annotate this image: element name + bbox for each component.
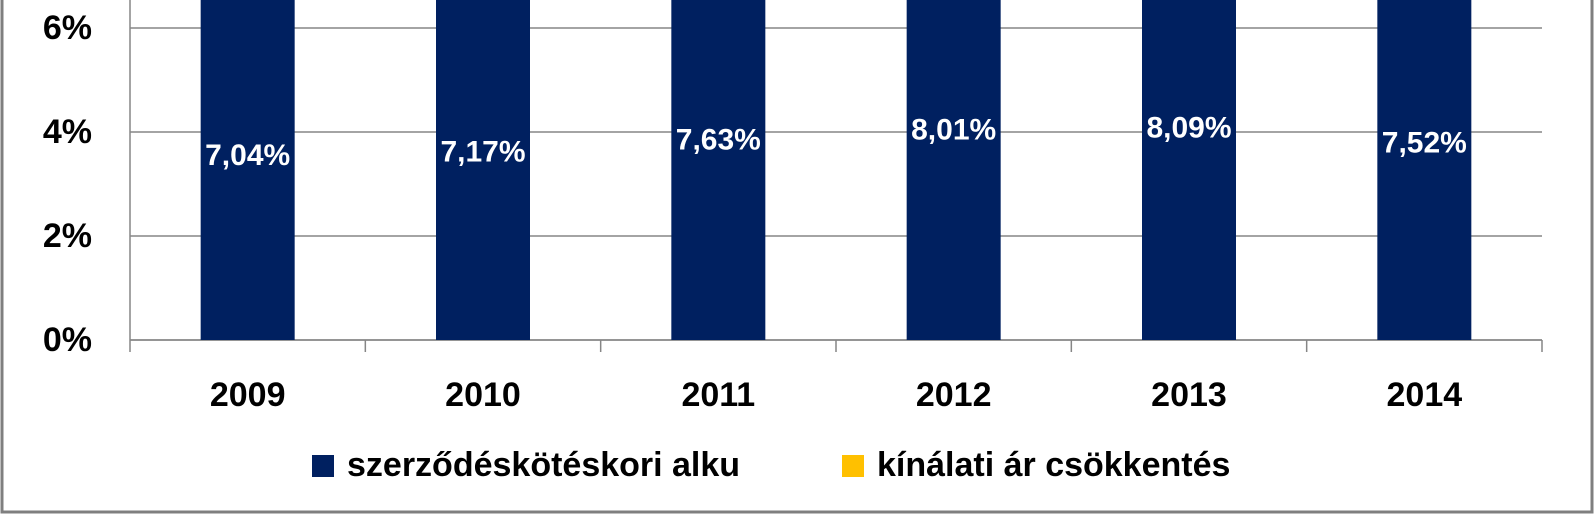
bar (200, 0, 295, 340)
y-tick-label: 4% (43, 113, 92, 151)
bar (1142, 0, 1236, 340)
data-label: 7,04% (205, 139, 290, 172)
data-label: 7,63% (676, 124, 761, 157)
y-tick-label: 2% (43, 217, 92, 255)
legend-swatch (842, 455, 864, 477)
x-tick-label: 2012 (916, 376, 992, 414)
bar (906, 0, 1001, 340)
x-tick-label: 2013 (1151, 376, 1227, 414)
y-tick-label: 0% (43, 321, 92, 359)
bar (436, 0, 530, 340)
x-tick-label: 2011 (681, 376, 755, 414)
y-tick-label: 6% (43, 9, 92, 47)
data-label: 8,09% (1146, 112, 1231, 145)
bar (671, 0, 766, 341)
bar (1377, 0, 1472, 341)
legend-label: kínálati ár csökkentés (877, 446, 1230, 484)
x-tick-label: 2009 (210, 376, 286, 414)
x-tick-label: 2014 (1387, 376, 1463, 414)
data-label: 7,52% (1382, 126, 1467, 159)
data-label: 8,01% (911, 114, 996, 147)
data-label: 7,17% (440, 136, 525, 169)
legend-swatch (312, 455, 334, 477)
legend-label: szerződéskötéskori alku (347, 446, 740, 484)
x-tick-label: 2010 (445, 376, 521, 414)
